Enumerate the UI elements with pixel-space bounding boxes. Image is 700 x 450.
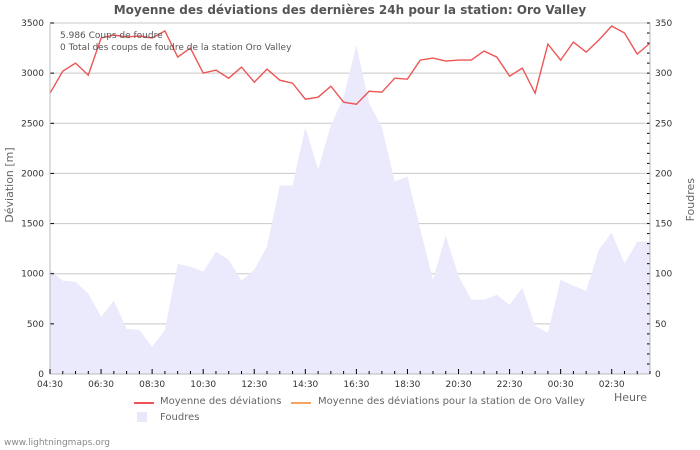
legend-swatch-station <box>291 402 311 404</box>
svg-text:3500: 3500 <box>21 19 44 29</box>
svg-text:10:30: 10:30 <box>190 380 216 390</box>
chart-title: Moyenne des déviations des dernières 24h… <box>113 3 587 17</box>
svg-text:200: 200 <box>655 169 672 179</box>
svg-text:500: 500 <box>27 320 44 330</box>
svg-text:22:30: 22:30 <box>497 380 523 390</box>
axes: 0 500 1000 1500 2000 2500 3000 3500 0 50 100 150 200… <box>21 19 672 390</box>
svg-text:2000: 2000 <box>21 169 44 179</box>
svg-text:06:30: 06:30 <box>88 380 114 390</box>
y-axis-left-title: Déviation [m] <box>3 147 16 223</box>
strike-count-info: 5.986 Coups de foudre <box>60 31 163 41</box>
svg-text:0: 0 <box>655 370 661 380</box>
legend-swatch-strikes <box>137 412 147 422</box>
svg-text:100: 100 <box>655 270 672 280</box>
svg-text:02:30: 02:30 <box>599 380 625 390</box>
svg-text:150: 150 <box>655 220 672 230</box>
svg-text:250: 250 <box>655 119 672 129</box>
svg-text:04:30: 04:30 <box>37 380 63 390</box>
svg-text:1000: 1000 <box>21 270 44 280</box>
svg-text:50: 50 <box>655 320 667 330</box>
legend-swatch-deviation <box>134 402 154 404</box>
deviation-line <box>49 25 651 105</box>
strikes-area <box>50 45 650 374</box>
svg-text:12:30: 12:30 <box>241 380 267 390</box>
svg-text:20:30: 20:30 <box>446 380 472 390</box>
svg-text:2500: 2500 <box>21 119 44 129</box>
svg-text:0: 0 <box>38 370 44 380</box>
svg-text:08:30: 08:30 <box>139 380 165 390</box>
footer-link[interactable]: www.lightningmaps.org <box>4 438 110 448</box>
svg-text:3000: 3000 <box>21 69 44 79</box>
legend-label-station: Moyenne des déviations pour la station d… <box>318 396 585 407</box>
legend-label-deviation: Moyenne des déviations <box>160 396 282 407</box>
svg-text:300: 300 <box>655 69 672 79</box>
svg-text:18:30: 18:30 <box>394 380 420 390</box>
legend-label-strikes: Foudres <box>160 412 200 423</box>
svg-text:00:30: 00:30 <box>548 380 574 390</box>
svg-text:16:30: 16:30 <box>343 380 369 390</box>
y-axis-right-title: Foudres <box>684 178 697 222</box>
svg-text:14:30: 14:30 <box>292 380 318 390</box>
svg-text:1500: 1500 <box>21 220 44 230</box>
x-axis-title: Heure <box>614 391 648 404</box>
station-total-info: 0 Total des coups de foudre de la statio… <box>60 43 292 53</box>
svg-text:350: 350 <box>655 19 672 29</box>
